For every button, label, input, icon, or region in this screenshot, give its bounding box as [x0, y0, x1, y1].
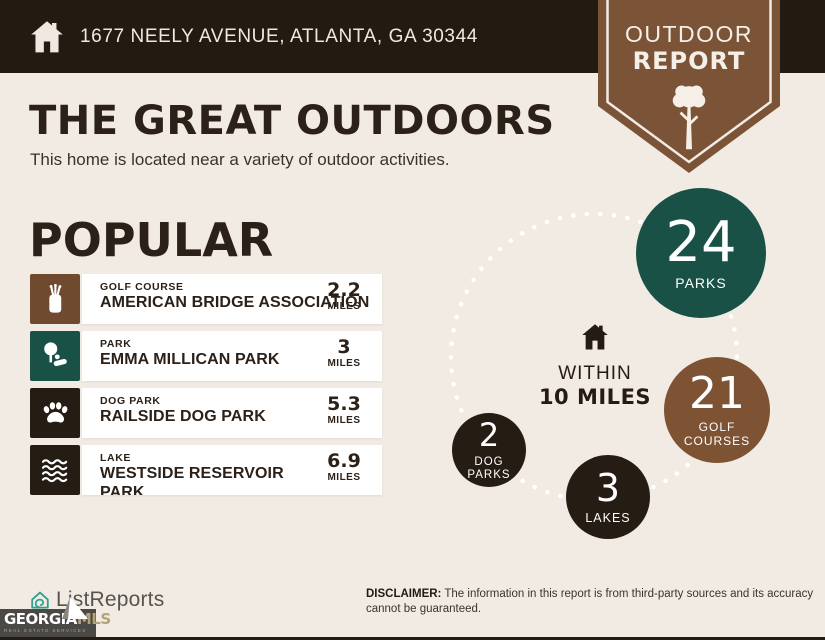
mls-peak-icon	[62, 597, 88, 619]
disclaimer: DISCLAIMER: The information in this repo…	[366, 587, 822, 616]
bubble-value: 3	[595, 465, 621, 510]
list-item-card: GOLF COURSE AMERICAN BRIDGE ASSOCIATION …	[82, 274, 382, 324]
outdoor-report-ribbon: OUTDOOR REPORT	[598, 0, 780, 173]
center-home-icon	[582, 324, 608, 350]
ribbon-title-line1: OUTDOOR	[624, 21, 754, 47]
list-item-dog-park: DOG PARK RAILSIDE DOG PARK 5.3 MILES	[30, 388, 382, 438]
bubble-label: DOG PARKS	[467, 455, 511, 481]
item-name: WESTSIDE RESERVOIR PARK	[100, 465, 284, 495]
park-tree-icon	[30, 331, 80, 381]
ribbon-title-line2: REPORT	[632, 47, 746, 75]
mls-name-mls: MLS	[76, 610, 111, 628]
item-distance-value: 3	[337, 336, 351, 358]
home-icon	[31, 20, 63, 52]
item-distance-unit: MILES	[327, 358, 361, 369]
item-distance-unit: MILES	[327, 301, 361, 312]
list-item-park: PARK EMMA MILLICAN PARK 3 MILES	[30, 331, 382, 381]
bubble-label: LAKES	[585, 510, 631, 525]
item-distance: 3 MILES	[318, 336, 370, 370]
disclaimer-text: The information in this report is from t…	[366, 588, 814, 615]
item-category: LAKE	[100, 452, 131, 464]
radius-label: 10 MILES	[538, 385, 652, 409]
item-name: RAILSIDE DOG PARK	[100, 408, 266, 425]
radius-center-label: WITHIN 10 MILES	[530, 320, 660, 409]
item-category: PARK	[100, 338, 132, 350]
item-name: AMERICAN BRIDGE ASSOCIATION	[100, 294, 370, 311]
item-category: DOG PARK	[100, 395, 161, 407]
list-item-card: LAKE WESTSIDE RESERVOIR PARK 6.9 MILES	[82, 445, 382, 495]
page-subtitle: This home is located near a variety of o…	[30, 150, 450, 169]
list-item-card: PARK EMMA MILLICAN PARK 3 MILES	[82, 331, 382, 381]
item-distance-value: 5.3	[327, 393, 361, 415]
item-distance: 5.3 MILES	[318, 393, 370, 427]
item-distance-value: 6.9	[327, 450, 361, 472]
item-distance-unit: MILES	[327, 415, 361, 426]
bubble-value: 21	[689, 368, 745, 420]
golf-bag-icon	[30, 274, 80, 324]
tree-icon	[672, 85, 706, 150]
within-label: WITHIN	[558, 363, 632, 384]
paw-icon	[30, 388, 80, 438]
bubble-value: 24	[665, 209, 737, 275]
listreports-logo-text: ListReports	[56, 588, 165, 611]
stat-bubble-parks: 24 PARKS	[636, 188, 766, 318]
stat-bubble-dog-parks: 2 DOG PARKS	[452, 413, 526, 487]
disclaimer-label: DISCLAIMER:	[366, 588, 442, 600]
item-category: GOLF COURSE	[100, 281, 184, 293]
section-title-popular: POPULAR	[29, 213, 274, 267]
property-address: 1677 NEELY AVENUE, ATLANTA, GA 30344	[80, 25, 478, 47]
bubble-value: 2	[478, 415, 500, 454]
waves-icon	[30, 445, 80, 495]
bubble-label: PARKS	[675, 274, 727, 291]
mls-name-georgia: GEORGIA	[4, 610, 77, 628]
listreports-logo: ListReports	[28, 588, 164, 612]
item-distance: 2.2 MILES	[318, 279, 370, 313]
list-item-card: DOG PARK RAILSIDE DOG PARK 5.3 MILES	[82, 388, 382, 438]
georgia-mls-badge: GEORGIAMLS REAL ESTATE SERVICES	[0, 597, 111, 638]
stat-bubble-lakes: 3 LAKES	[566, 455, 650, 539]
item-distance-unit: MILES	[327, 472, 361, 483]
page-title: THE GREAT OUTDOORS	[29, 98, 555, 144]
mls-tagline: REAL ESTATE SERVICES	[4, 628, 87, 633]
bottom-border	[0, 637, 825, 640]
list-item-lake: LAKE WESTSIDE RESERVOIR PARK 6.9 MILES	[30, 445, 382, 495]
stat-bubble-golf-courses: 21 GOLF COURSES	[664, 357, 770, 463]
bubble-label: GOLF COURSES	[683, 420, 751, 448]
list-item-golf-course: GOLF COURSE AMERICAN BRIDGE ASSOCIATION …	[30, 274, 382, 324]
item-distance-value: 2.2	[327, 279, 361, 301]
listreports-logo-icon	[31, 591, 49, 609]
item-name: EMMA MILLICAN PARK	[100, 351, 280, 368]
dotted-radius-circle	[448, 211, 740, 503]
item-distance: 6.9 MILES	[318, 450, 370, 484]
